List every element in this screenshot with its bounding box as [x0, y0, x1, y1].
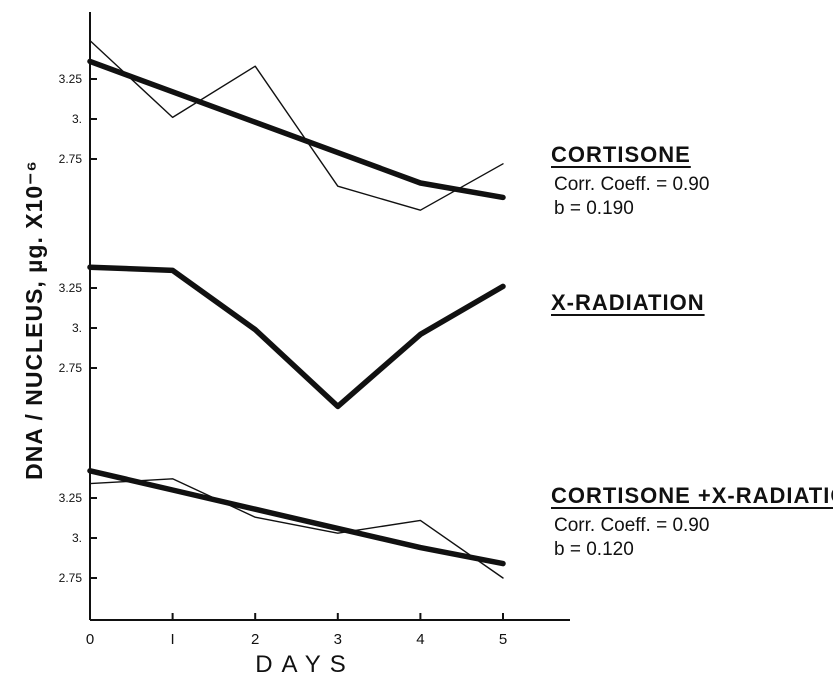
series-lines [87, 39, 506, 579]
y-tick-label: 2.75 [59, 361, 83, 375]
panel-title: X-RADIATION [551, 290, 705, 315]
series-line-thin [89, 478, 504, 579]
x-ticks: 0 I 2 3 4 5 [86, 613, 507, 648]
y-tick-label: 3.25 [59, 72, 83, 86]
series-line-thick [87, 58, 506, 201]
x-tick-label: 2 [251, 631, 259, 648]
panel-stat: Corr. Coeff. = 0.90 [554, 515, 709, 536]
panel-title: CORTISONE +X-RADIATION [551, 483, 833, 508]
x-axis-label: DAYS [255, 651, 355, 678]
x-tick-label: 4 [416, 631, 424, 648]
y-tick-label: 3.25 [59, 491, 83, 505]
series-line-thin [89, 39, 504, 211]
x-tick-label: 3 [334, 631, 342, 648]
panel-title: CORTISONE [551, 142, 691, 167]
series-line-thick [87, 468, 506, 567]
panel-stat: Corr. Coeff. = 0.90 [554, 174, 709, 195]
series-line-thick [87, 264, 506, 410]
x-tick-label: 5 [499, 631, 507, 648]
x-tick-label: 0 [86, 631, 94, 648]
x-tick-label: I [171, 631, 175, 648]
panel-stat: b = 0.120 [554, 539, 634, 560]
y-tick-label: 2.75 [59, 571, 83, 585]
y-ticks: 3.25 3. 2.75 3.25 3. 2.75 3.25 3. 2.75 [59, 72, 97, 585]
y-tick-label: 3. [72, 321, 82, 335]
y-tick-label: 3. [72, 112, 82, 126]
panel-labels: CORTISONE Corr. Coeff. = 0.90 b = 0.190 X-R… [551, 142, 833, 560]
y-tick-label: 3.25 [59, 281, 83, 295]
axes [89, 12, 570, 621]
y-tick-label: 3. [72, 531, 82, 545]
y-tick-label: 2.75 [59, 152, 83, 166]
panel-stat: b = 0.190 [554, 198, 634, 219]
y-axis-label: DNA / NUCLEUS, µg. X10⁻⁶ [21, 160, 47, 480]
